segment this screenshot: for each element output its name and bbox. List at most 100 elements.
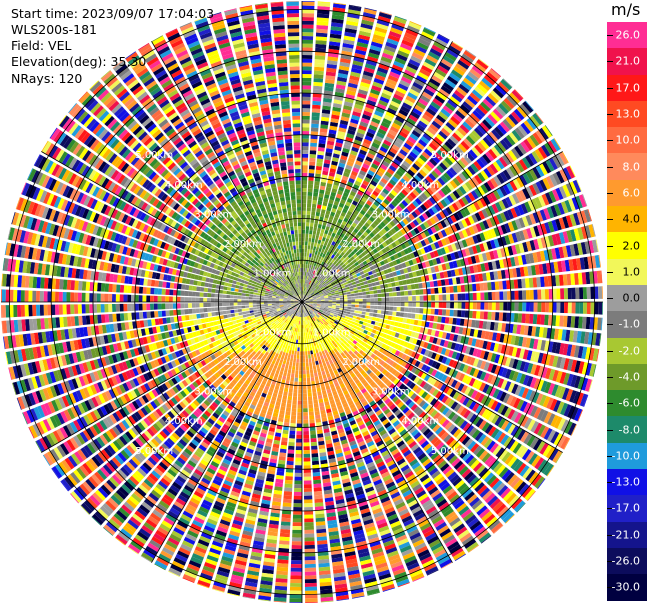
range-gate-cell — [453, 212, 461, 222]
range-gate-cell — [358, 124, 367, 132]
range-gate-cell — [302, 123, 310, 128]
range-gate-cell — [509, 440, 519, 452]
range-gate-cell — [508, 113, 519, 126]
range-gate-cell — [302, 142, 309, 147]
range-gate-cell — [315, 324, 319, 329]
range-gate-cell — [465, 74, 477, 85]
range-gate-cell — [315, 521, 326, 526]
range-gate-cell — [370, 145, 379, 153]
range-gate-cell — [364, 190, 372, 197]
range-gate-cell — [334, 267, 339, 272]
range-gate-cell — [340, 199, 346, 205]
range-gate-cell — [311, 207, 316, 212]
range-gate-cell — [407, 313, 412, 319]
range-gate-cell — [331, 349, 336, 355]
range-gate-cell — [385, 306, 390, 311]
range-gate-cell — [379, 96, 390, 104]
range-gate-cell — [305, 302, 310, 304]
range-gate-cell — [428, 322, 434, 329]
range-gate-cell — [396, 194, 404, 202]
range-gate-cell — [339, 281, 344, 285]
range-gate-cell — [408, 88, 420, 97]
range-gate-cell — [443, 184, 452, 194]
range-gate-cell — [326, 291, 331, 294]
range-gate-cell — [290, 575, 302, 580]
range-gate-cell — [293, 510, 302, 515]
range-gate-cell — [362, 163, 370, 170]
range-gate-cell — [536, 440, 546, 453]
range-gate-cell — [514, 290, 519, 300]
range-gate-cell — [505, 196, 513, 208]
range-gate-cell — [565, 329, 571, 342]
range-gate-cell — [376, 170, 384, 177]
range-gate-cell — [344, 27, 357, 34]
range-gate-cell — [565, 388, 574, 402]
range-gate-cell — [375, 239, 382, 246]
range-gate-cell — [509, 165, 518, 177]
range-gate-cell — [437, 189, 446, 198]
range-gate-cell — [435, 212, 443, 221]
range-gate-cell — [327, 231, 333, 236]
range-gate-cell — [361, 274, 366, 279]
range-gate-cell — [388, 366, 395, 373]
range-gate-cell — [335, 364, 341, 370]
range-gate-cell — [464, 194, 473, 204]
range-gate-cell — [418, 314, 423, 320]
range-gate-cell — [436, 402, 444, 411]
range-gate-cell — [383, 283, 389, 289]
range-gate-cell — [341, 312, 347, 316]
range-gate-cell — [452, 148, 462, 158]
range-gate-cell — [541, 289, 546, 300]
range-gate-cell — [311, 277, 314, 282]
range-gate-cell — [328, 284, 333, 288]
range-gate-cell — [309, 419, 315, 424]
range-gate-cell — [545, 176, 555, 189]
range-gate-cell — [509, 279, 515, 289]
range-gate-cell — [371, 229, 378, 236]
range-gate-cell — [414, 512, 426, 521]
range-gate-cell — [353, 313, 358, 317]
range-gate-cell — [379, 280, 384, 285]
range-gate-cell — [394, 321, 399, 327]
range-gate-cell — [553, 328, 560, 340]
range-gate-cell — [308, 305, 313, 308]
range-gate-cell — [386, 400, 394, 408]
range-gate-cell — [412, 271, 417, 278]
range-gate-cell — [393, 158, 402, 166]
range-gate-cell — [288, 388, 293, 393]
range-gate-cell — [568, 259, 574, 271]
range-gate-cell — [408, 213, 415, 221]
range-gate-cell — [505, 167, 515, 179]
range-gate-cell — [371, 213, 378, 220]
range-gate-cell — [302, 195, 307, 200]
range-gate-cell — [340, 352, 346, 357]
range-gate-cell — [397, 263, 403, 270]
range-gate-cell — [400, 163, 409, 171]
range-gate-cell — [420, 203, 428, 212]
range-gate-cell — [438, 130, 448, 140]
range-gate-cell — [470, 274, 476, 283]
range-gate-cell — [342, 320, 348, 324]
range-gate-cell — [323, 163, 330, 168]
range-gate-cell — [487, 261, 494, 271]
range-gate-cell — [388, 383, 396, 390]
range-gate-cell — [302, 351, 305, 356]
range-gate-cell — [525, 337, 531, 348]
range-gate-cell — [327, 364, 332, 370]
range-gate-cell — [518, 230, 526, 241]
range-gate-cell — [309, 369, 314, 374]
range-gate-cell — [421, 212, 429, 220]
range-gate-cell — [465, 356, 472, 365]
range-gate-cell — [480, 436, 490, 447]
range-gate-cell — [306, 287, 309, 292]
range-gate-cell — [517, 125, 528, 137]
range-gate-cell — [458, 326, 464, 335]
range-gate-cell — [331, 258, 336, 264]
range-gate-cell — [499, 291, 504, 300]
range-gate-cell — [345, 251, 350, 256]
range-gate-cell — [333, 348, 338, 353]
range-gate-cell — [545, 302, 550, 313]
range-gate-cell — [303, 450, 310, 455]
range-gate-cell — [598, 302, 603, 315]
range-gate-cell — [314, 266, 318, 271]
